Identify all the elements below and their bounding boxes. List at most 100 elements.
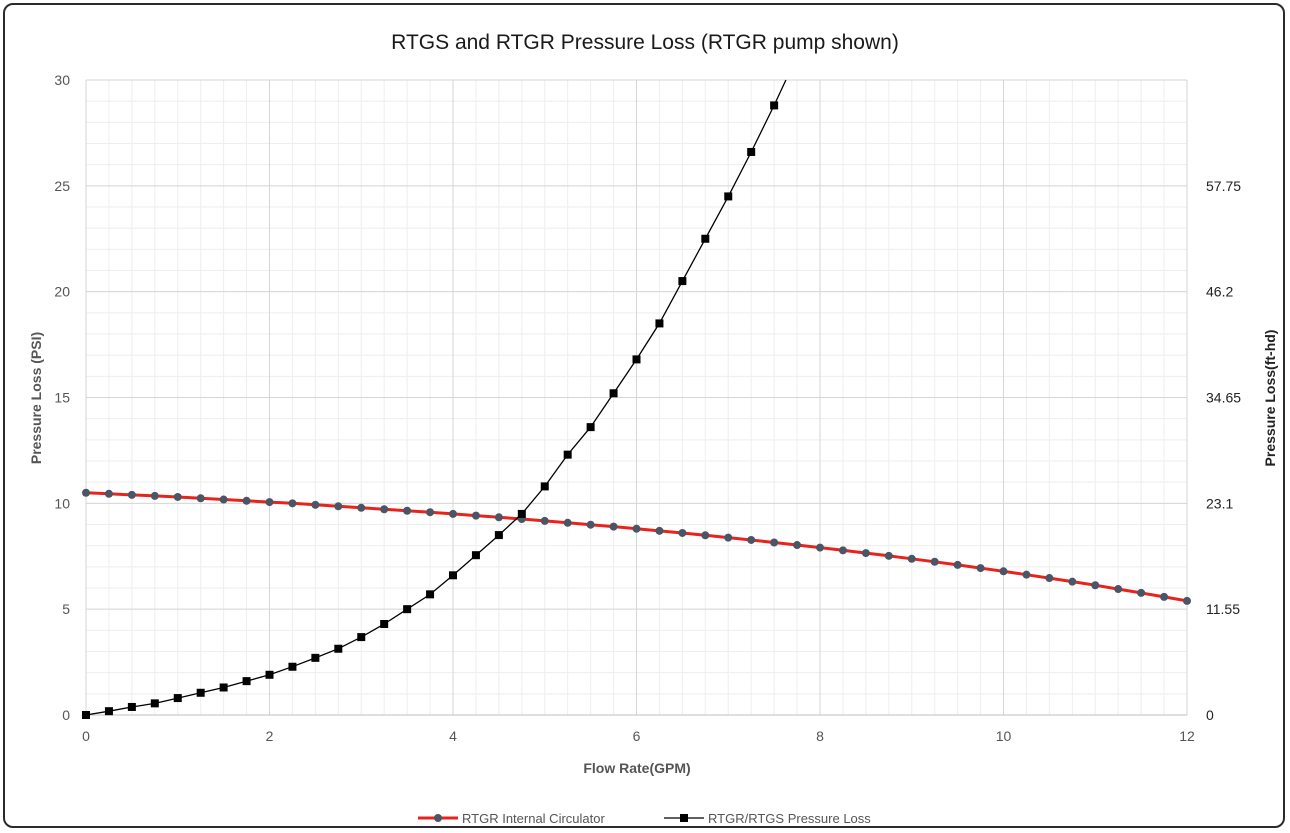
data-point	[540, 482, 549, 491]
data-point	[334, 502, 343, 511]
data-point	[494, 531, 503, 540]
y-tick-label: 10	[54, 495, 70, 511]
x-tick-label: 0	[82, 728, 90, 744]
data-point	[104, 489, 113, 498]
series-0	[82, 488, 1191, 605]
y-axis-label: Pressure Loss (PSI)	[28, 332, 44, 464]
data-point	[357, 503, 366, 512]
x-tick-label: 4	[449, 728, 457, 744]
grid	[85, 79, 1188, 716]
data-point	[150, 491, 159, 500]
data-point	[861, 549, 870, 558]
data-point	[770, 538, 779, 547]
data-point	[471, 551, 480, 560]
data-point	[311, 653, 320, 662]
data-point	[380, 505, 389, 514]
data-point	[173, 492, 182, 501]
data-point	[288, 662, 297, 671]
chart-frame	[3, 3, 1285, 828]
data-point	[793, 541, 802, 550]
data-point	[953, 560, 962, 569]
data-point	[563, 518, 572, 527]
data-point	[403, 506, 412, 515]
data-point	[770, 101, 779, 110]
data-point	[449, 571, 457, 580]
legend-label-0: RTGR Internal Circulator	[462, 811, 605, 826]
data-point	[517, 509, 526, 518]
x-tick-label: 2	[266, 728, 274, 744]
data-point	[930, 557, 939, 566]
data-point	[838, 546, 847, 555]
data-point	[632, 524, 641, 533]
y2-tick-label: 11.55	[1206, 601, 1240, 617]
data-point	[540, 516, 549, 525]
data-point	[127, 702, 136, 711]
data-point	[196, 688, 205, 697]
data-point	[357, 633, 366, 642]
data-point	[311, 500, 320, 509]
data-point	[82, 711, 90, 719]
data-point	[976, 564, 985, 573]
data-point	[1114, 585, 1123, 594]
data-point	[907, 554, 916, 563]
data-point	[104, 707, 113, 716]
data-point	[380, 619, 389, 628]
legend-label-1: RTGR/RTGS Pressure Loss	[708, 811, 871, 826]
data-point	[426, 590, 435, 599]
data-point	[1091, 581, 1100, 590]
data-point	[426, 508, 435, 517]
data-point	[586, 423, 595, 432]
x-axis-label: Flow Rate(GPM)	[583, 760, 690, 776]
data-point	[242, 496, 251, 505]
data-point	[701, 531, 710, 540]
y-tick-label: 20	[54, 284, 70, 300]
data-point	[1022, 570, 1031, 579]
data-point	[242, 677, 251, 686]
data-point	[747, 535, 756, 544]
legend: RTGR Internal Circulator RTGR/RTGS Press…	[418, 811, 871, 826]
data-point	[265, 498, 274, 507]
data-point	[1137, 588, 1146, 597]
data-point	[586, 520, 595, 529]
data-point	[82, 488, 90, 497]
data-point	[219, 683, 228, 692]
data-point	[747, 147, 756, 156]
data-point	[173, 694, 182, 703]
x-tick-label: 6	[633, 728, 641, 744]
data-point	[724, 533, 733, 542]
data-point	[219, 495, 228, 504]
data-point	[150, 699, 159, 708]
data-point	[1068, 577, 1077, 586]
data-point	[196, 494, 205, 503]
data-point	[1045, 574, 1054, 583]
y2-tick-label: 0	[1206, 707, 1214, 723]
data-point	[334, 644, 343, 653]
data-point	[403, 605, 412, 614]
series-layer	[82, 79, 1191, 719]
chart-title: RTGS and RTGR Pressure Loss (RTGR pump s…	[391, 31, 899, 54]
y2-tick-label: 57.75	[1206, 178, 1241, 194]
data-point	[288, 499, 297, 508]
x-tick-label: 10	[996, 728, 1012, 744]
data-point	[471, 511, 480, 520]
y2-axis-label: Pressure Loss(ft-hd)	[1262, 330, 1278, 467]
data-point	[494, 513, 503, 522]
data-point	[563, 450, 572, 459]
y-tick-label: 0	[62, 707, 70, 723]
data-point	[1183, 596, 1191, 605]
legend-marker-1	[680, 814, 688, 822]
data-point	[1160, 592, 1169, 601]
y2-tick-label: 23.1	[1206, 495, 1233, 511]
y-tick-label: 5	[62, 601, 70, 617]
legend-marker-0	[434, 814, 442, 822]
data-point	[127, 490, 136, 499]
data-point	[632, 355, 641, 364]
y2-tick-label: 46.2	[1206, 284, 1233, 300]
data-point	[609, 389, 618, 398]
data-point	[449, 509, 457, 518]
data-point	[265, 670, 274, 679]
y-tick-label: 15	[54, 390, 70, 406]
data-point	[816, 543, 824, 552]
tick-labels: 0 2 4 6 8 10 12 0 5 10 15 20 25 30 0 11.55 23.1 34.65 46.2…	[54, 72, 1241, 744]
data-point	[678, 528, 687, 537]
